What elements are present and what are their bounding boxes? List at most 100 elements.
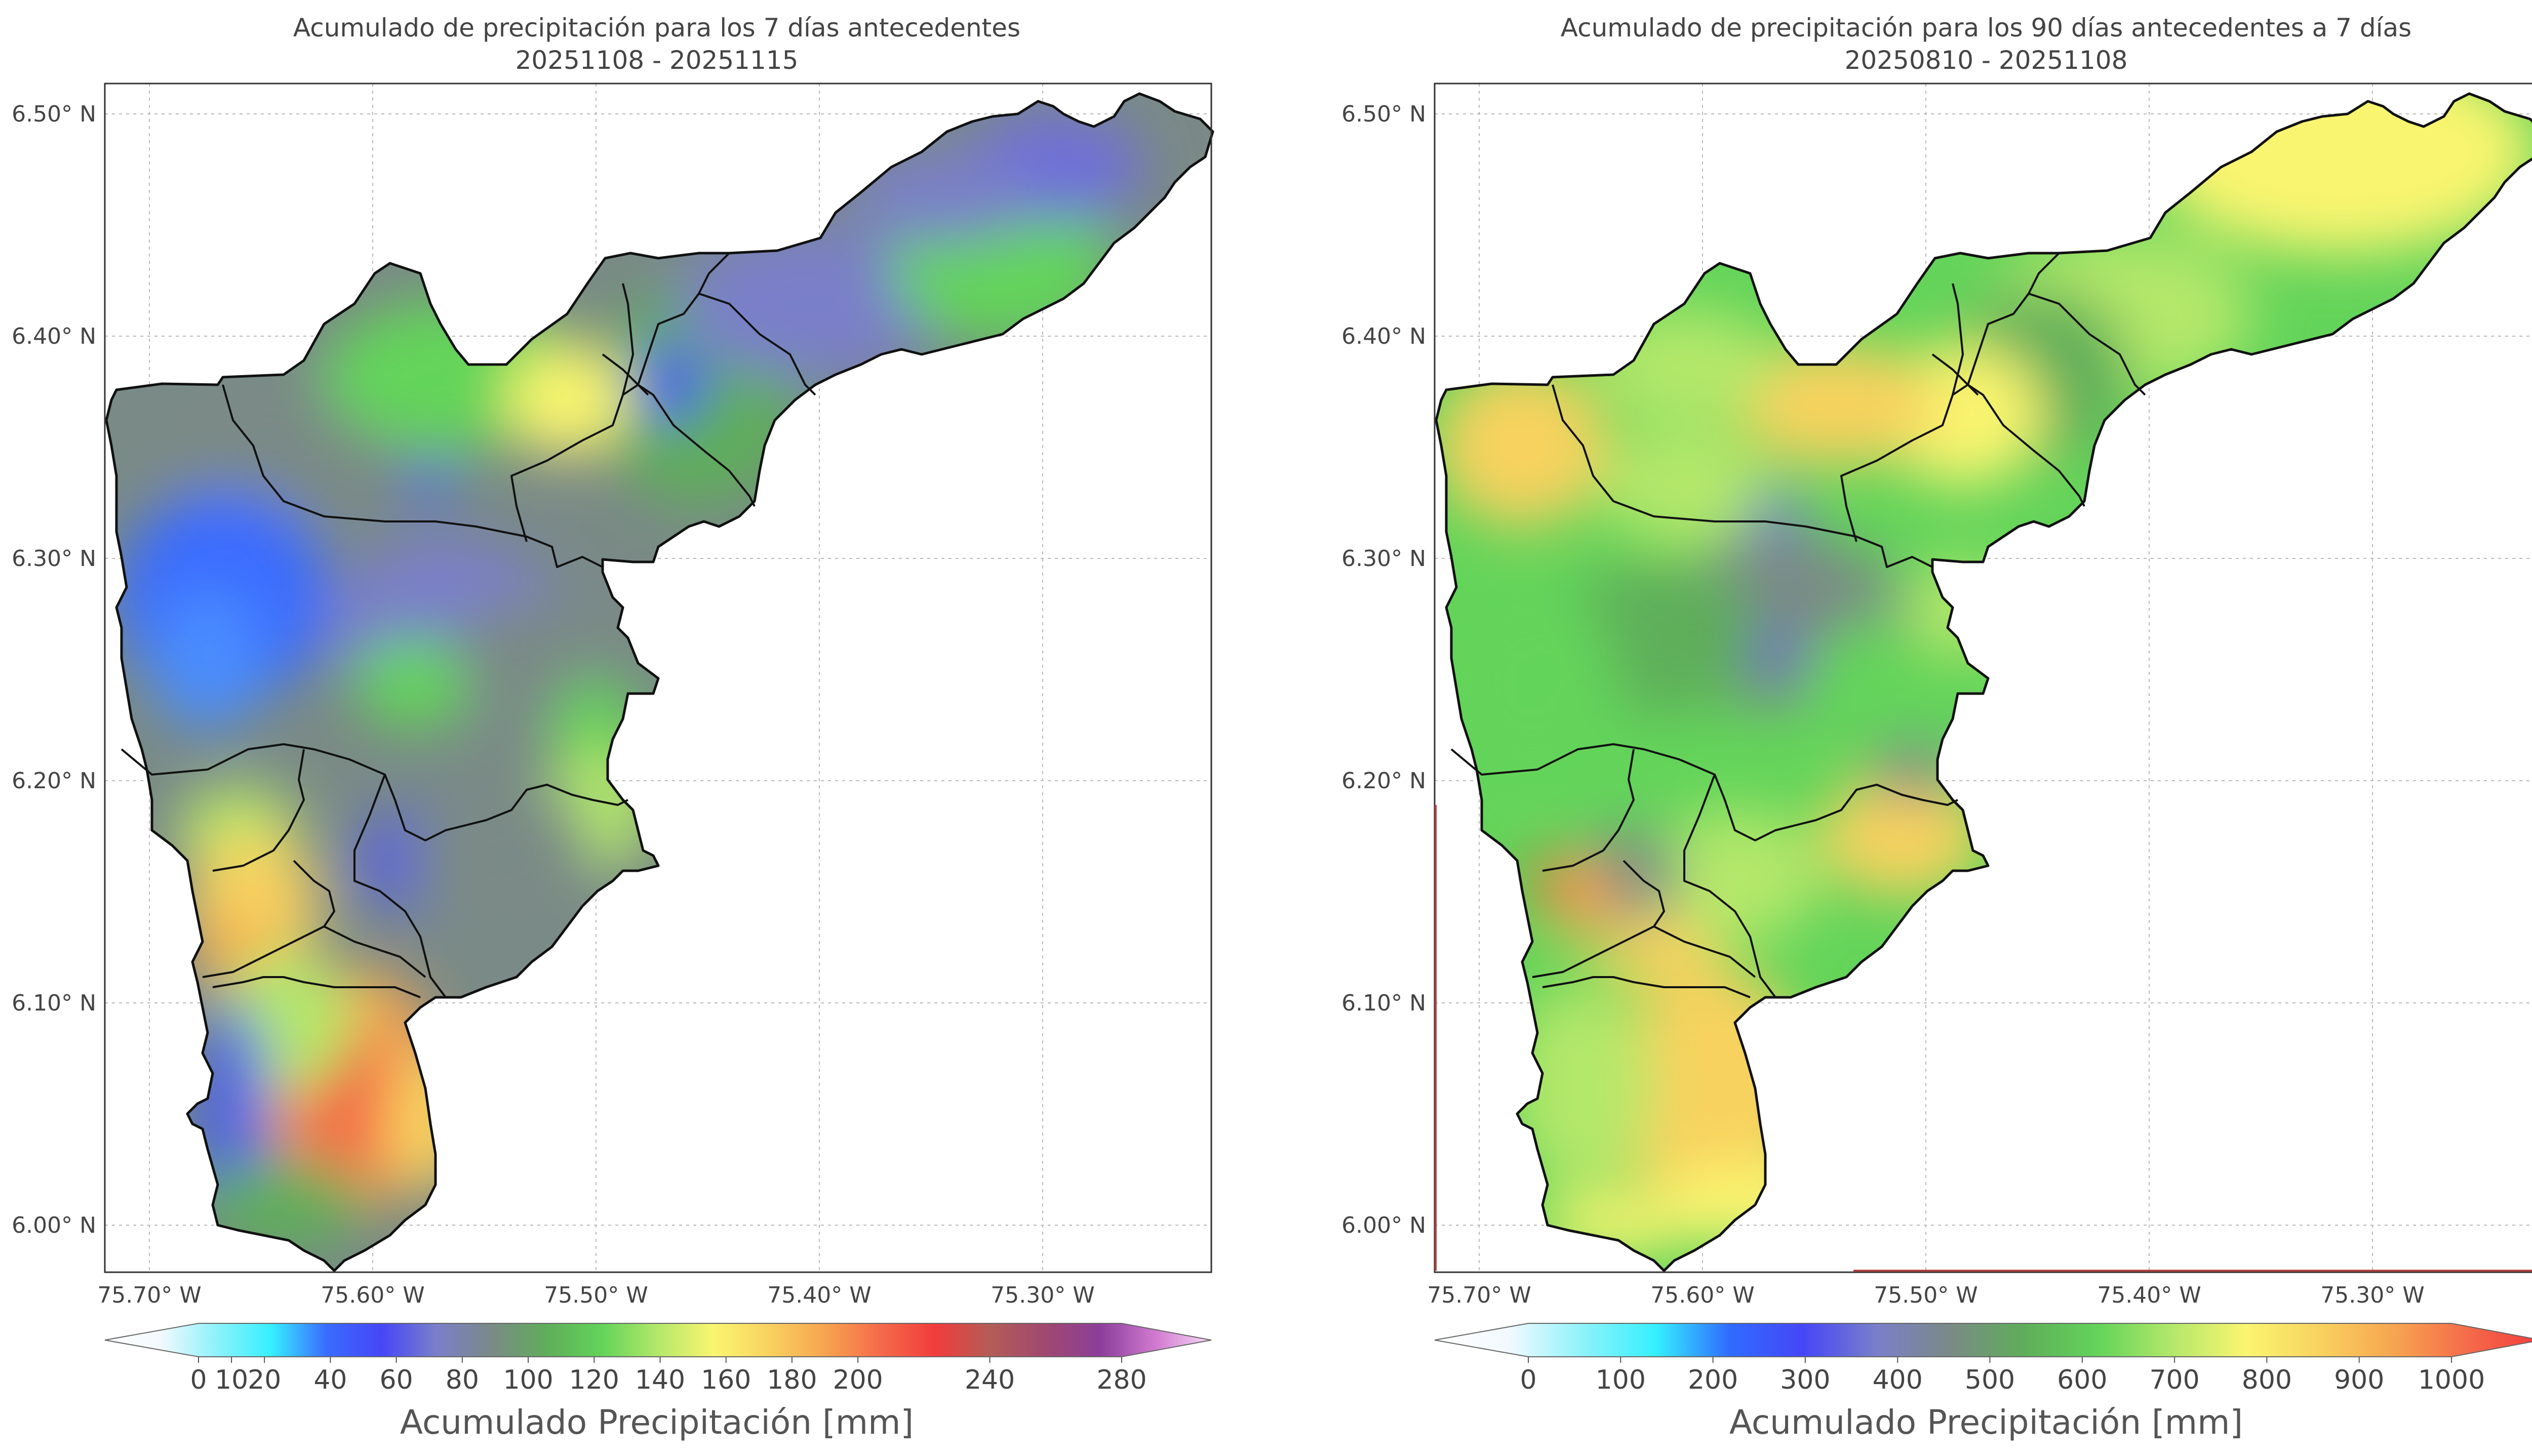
precip-blob (1907, 562, 2019, 653)
colorbar-tick-label: 800 (2242, 1365, 2292, 1395)
colorbar-tick-label: 900 (2334, 1365, 2384, 1395)
panel-90-day: Acumulado de precipitación para los 90 d… (1341, 13, 2532, 1442)
panel-2-ytick: 6.50° N (1341, 101, 1426, 127)
panel-2-basin-outline (1435, 92, 2532, 1272)
subbasin-line (202, 860, 335, 978)
panel-1-ytick: 6.50° N (12, 101, 96, 127)
precip-blob (1537, 1195, 1689, 1256)
precip-blob (410, 775, 592, 947)
precip-blob (1649, 810, 1821, 942)
precip-blob (456, 597, 587, 719)
subbasin-line (1683, 774, 1776, 998)
panel-2-colorbar: 0 100 200 300 400 500 600 700 800 900 1000 Acumula… (1434, 1323, 2532, 1442)
panel-2-ytick: 6.30° N (1341, 546, 1426, 572)
colorbar-tick-label: 120 (569, 1365, 619, 1395)
precip-blob (633, 349, 704, 420)
precip-blob (1593, 309, 1775, 420)
panel-2-x-ticks: 75.70° W 75.60° W 75.50° W 75.40° W 75.3… (1427, 1282, 2424, 1308)
panel-1-colorbar-label: Acumulado Precipitación [mm] (400, 1403, 914, 1442)
colorbar-tick-label: 200 (833, 1365, 883, 1395)
colorbar-tick-label: 700 (2149, 1365, 2199, 1395)
colorbar-tick-label: 80 (446, 1365, 479, 1395)
subbasin-line (1952, 252, 2060, 396)
panel-1-ytick: 6.10° N (12, 990, 96, 1016)
panel-1-xtick: 75.60° W (321, 1282, 424, 1308)
precip-blob (1535, 851, 1560, 911)
panel-2-colorbar-label: Acumulado Precipitación [mm] (1729, 1403, 2243, 1442)
subbasin-line (324, 925, 426, 978)
colorbar-tick-label: 400 (1873, 1365, 1923, 1395)
subbasin-line (1542, 749, 1635, 872)
precip-blob (851, 152, 1033, 243)
colorbar-tick-label: 140 (635, 1365, 685, 1395)
colorbar-tick-label: 100 (1596, 1365, 1646, 1395)
panel-2-subbasin-boundaries (1450, 252, 2146, 998)
panel-1-axes-frame (104, 83, 1212, 1273)
subbasin-line (1931, 353, 1979, 396)
panel-1-ytick: 6.00° N (12, 1212, 96, 1238)
panel-1-ytick: 6.20° N (12, 768, 96, 794)
colorbar-tick-label: 60 (380, 1365, 413, 1395)
subbasin-line (1542, 976, 1751, 998)
precip-blob (1436, 365, 1608, 527)
panel-2-y-ticks: 6.00° N 6.10° N 6.20° N 6.30° N 6.40° N … (1341, 101, 1426, 1238)
panel-1-subbasin-boundaries (121, 252, 816, 998)
precip-blob (410, 466, 451, 506)
colorbar-tick-label: 40 (313, 1365, 347, 1395)
precip-blob (1745, 491, 1806, 552)
colorbar-tick-label: 200 (1688, 1365, 1738, 1395)
colorbar-tick-label: 100 (503, 1365, 553, 1395)
precip-blob (679, 228, 942, 380)
panel-2-xtick: 75.30° W (2320, 1282, 2424, 1308)
panel-1-xtick: 75.50° W (544, 1282, 648, 1308)
precip-blob (152, 587, 263, 729)
subbasin-line (622, 252, 730, 396)
colorbar-tick-label: 600 (2057, 1365, 2107, 1395)
panel-1-colorbar-bar (104, 1323, 1212, 1357)
subbasin-line (1552, 384, 1933, 568)
panel-1-xtick: 75.70° W (97, 1282, 201, 1308)
subbasin-line (510, 283, 634, 542)
panel-2-ytick: 6.00° N (1341, 1212, 1426, 1238)
precip-blob (1553, 856, 1613, 937)
colorbar-tick-label: 300 (1780, 1365, 1830, 1395)
subbasin-line (698, 293, 816, 396)
subbasin-line (1450, 743, 1958, 841)
subbasin-line (222, 384, 603, 568)
subbasin-line (637, 384, 756, 507)
panel-1-title: Acumulado de precipitación para los 7 dí… (293, 13, 1020, 43)
panel-2-xtick: 75.70° W (1427, 1282, 1531, 1308)
precip-blob (354, 638, 476, 729)
precip-blob (2150, 94, 2532, 253)
panel-2-ytick: 6.40° N (1341, 323, 1426, 349)
subbasin-line (1653, 925, 1756, 978)
subbasin-line (212, 976, 421, 998)
panel-2-precip-field (1436, 94, 2532, 1271)
colorbar-tick-label: 160 (701, 1365, 751, 1395)
precip-blob (1750, 628, 1801, 678)
panel-1-basin-outline (105, 92, 1214, 1272)
panel-2-colorbar-bar (1434, 1323, 2532, 1357)
colorbar-tick-label: 500 (1965, 1365, 2015, 1395)
panel-2-ytick: 6.20° N (1341, 768, 1426, 794)
panel-1-ytick: 6.40° N (12, 323, 96, 349)
colorbar-tick-label: 0 (190, 1365, 207, 1395)
subbasin-line (1532, 860, 1665, 978)
precip-blob (1603, 425, 1765, 547)
panel-2-xtick: 75.60° W (1650, 1282, 1754, 1308)
panel-2-xtick: 75.50° W (1874, 1282, 1977, 1308)
subbasin-line (602, 353, 649, 396)
precip-blob (1872, 739, 1953, 800)
colorbar-tick-label: 0 (1520, 1365, 1536, 1395)
subbasin-line (1967, 384, 2085, 507)
panel-1-ytick: 6.30° N (12, 546, 96, 572)
colorbar-tick-label: 240 (965, 1365, 1015, 1395)
colorbar-tick-label: 20 (248, 1365, 281, 1395)
colorbar-tick-label: 280 (1096, 1365, 1146, 1395)
precip-blob (1806, 618, 1968, 749)
precip-blob (1512, 987, 1654, 1190)
panel-2-axes-frame (1434, 83, 2532, 1273)
colorbar-tick-label: 180 (767, 1365, 817, 1395)
